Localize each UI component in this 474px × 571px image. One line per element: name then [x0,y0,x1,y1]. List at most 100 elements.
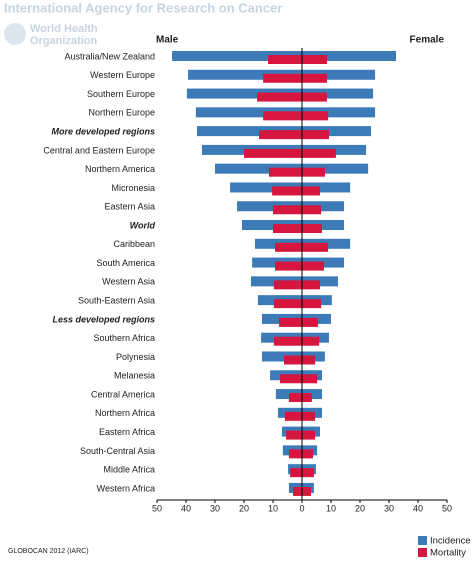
bar [302,167,325,177]
who-name: World Health [30,23,98,35]
who-name: Organization [30,35,98,47]
bar [288,393,302,403]
bar [302,317,318,327]
left-label: Male [156,35,179,46]
bar [302,393,312,403]
bar [195,107,302,118]
category-label: Central and Eastern Europe [43,145,155,155]
bar [302,411,316,421]
bar [302,449,314,459]
bar [272,186,302,196]
bar [302,261,325,271]
source: GLOBOCAN 2012 (IARC) [8,548,89,555]
bar [284,355,302,365]
bar [302,486,311,496]
bar [302,55,327,64]
bar [273,336,302,346]
x-tick-label: 10 [268,503,278,513]
bar [302,374,318,384]
bar [302,130,329,140]
category-label: More developed regions [51,126,155,136]
bar [302,280,320,290]
bar [302,92,327,102]
category-label: Western Africa [97,483,155,493]
bar [290,468,302,478]
bar [302,389,323,400]
bar [302,299,322,309]
category-label: Northern America [85,164,155,174]
category-label: South-Central Asia [80,446,155,456]
x-tick-label: 30 [210,503,220,513]
category-label: Central America [91,389,155,399]
category-label: Western Asia [102,277,155,287]
bar [288,449,302,459]
bar [259,130,302,140]
bar [302,182,351,193]
bar [268,55,302,64]
bar [268,167,302,177]
category-label: Northern Africa [95,408,155,418]
agency-title: International Agency for Research on Can… [4,0,282,15]
bar [302,201,345,212]
x-tick-label: 40 [181,503,191,513]
bar [302,186,320,196]
bar [275,242,302,252]
bar [302,69,376,80]
bar [302,126,372,137]
bar [286,430,302,440]
bar [237,201,302,212]
category-label: Less developed regions [52,314,155,324]
bar [186,88,302,99]
bar [302,205,322,215]
bar [273,280,302,290]
bar [273,205,302,215]
bar [302,51,396,61]
bar [302,355,316,365]
bar [302,111,329,121]
bar [215,163,302,174]
category-label: South America [96,258,155,268]
bar [302,107,376,118]
bar [273,224,302,234]
category-label: Northern Europe [88,108,155,118]
bar [197,126,302,137]
bar [302,468,314,478]
bar [302,336,320,346]
category-label: Polynesia [116,352,155,362]
category-label: Australia/New Zealand [64,51,155,61]
bar [172,51,302,61]
bar [244,148,302,158]
bar [263,73,302,83]
right-label: Female [410,35,445,46]
category-label: Eastern Asia [104,202,155,212]
bar [302,430,316,440]
bar [302,242,329,252]
bar [302,88,374,99]
bar [302,220,345,231]
bar [241,220,302,231]
x-tick-label: 50 [442,503,452,513]
bar [302,163,369,174]
bar [279,374,302,384]
bar [302,148,336,158]
bar [302,224,323,234]
bar [263,111,302,121]
category-label: Melanesia [114,371,155,381]
legend-label: Mortality [430,548,466,559]
x-tick-label: 0 [299,503,304,513]
bar [273,299,302,309]
category-label: Caribbean [113,239,155,249]
category-label: Southern Europe [87,89,155,99]
x-tick-label: 40 [413,503,423,513]
category-label: Western Europe [90,70,155,80]
legend-swatch [418,536,427,545]
bar [275,261,302,271]
bar [257,92,302,102]
x-tick-label: 20 [239,503,249,513]
category-label: Eastern Africa [99,427,155,437]
category-label: Micronesia [111,183,155,193]
bar [230,182,302,193]
legend-swatch [418,548,427,557]
bar [293,486,302,496]
